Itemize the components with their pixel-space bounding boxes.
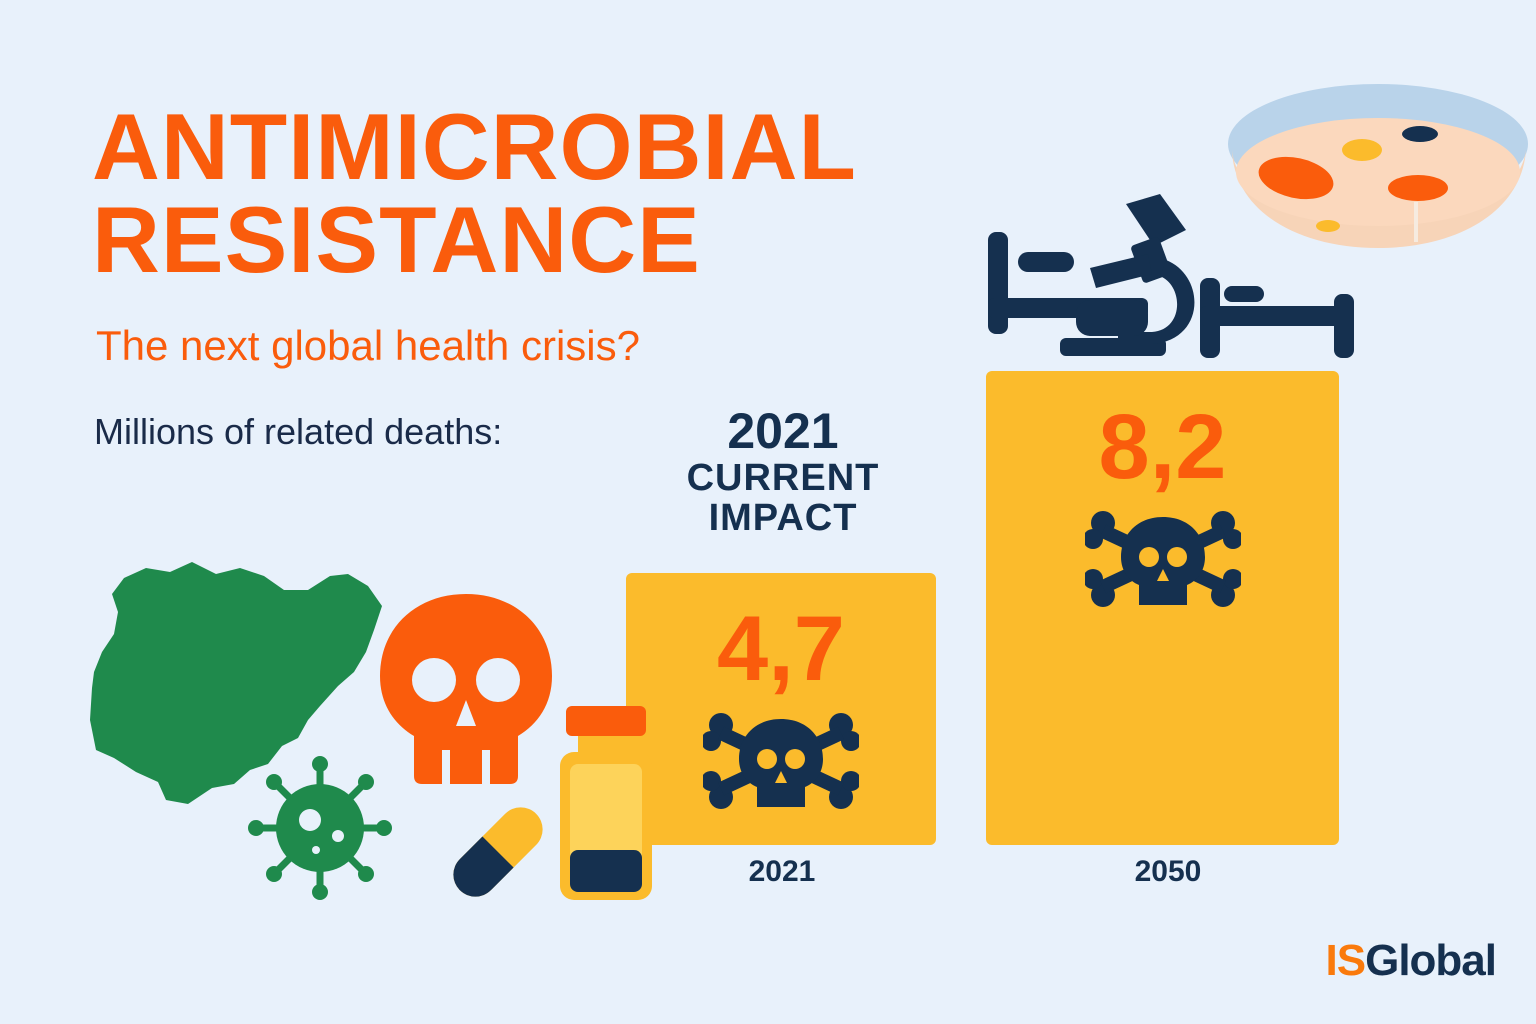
- hospital-bed-icon: [988, 232, 1354, 358]
- capsule-icon: [453, 807, 543, 897]
- annotation-label-line-2: IMPACT: [708, 497, 858, 539]
- annotation-year: 2021: [727, 403, 839, 459]
- vial-icon: [560, 706, 652, 900]
- title-line-2: RESISTANCE: [92, 187, 701, 292]
- petri-dish-icon: [1228, 84, 1528, 248]
- skull-icon: [380, 594, 552, 784]
- crossbones-icon: [701, 711, 861, 816]
- bar-2050: 8,2: [986, 371, 1339, 845]
- nigeria-map-icon: [90, 562, 382, 804]
- current-impact-annotation: 2021 CURRENT IMPACT: [648, 404, 918, 538]
- annotation-label-line-1: CURRENT: [686, 457, 880, 499]
- microscope-icon: [1060, 194, 1195, 356]
- crossbones-icon: [1082, 509, 1243, 614]
- bar-2021: 4,7: [626, 573, 936, 845]
- logo-part-global: Global: [1365, 936, 1497, 985]
- isglobal-logo: ISGlobal: [1325, 936, 1497, 986]
- bar-value-label: 4,7: [717, 598, 845, 700]
- measure-label: Millions of related deaths:: [94, 411, 503, 452]
- x-tick-label: 2050: [1134, 855, 1202, 888]
- subtitle: The next global health crisis?: [96, 322, 640, 369]
- title-line-1: ANTIMICROBIAL: [92, 94, 857, 199]
- bar-value-label: 8,2: [1098, 396, 1227, 498]
- page-title: ANTIMICROBIAL RESISTANCE: [92, 94, 857, 292]
- virus-icon: [248, 756, 392, 900]
- logo-part-is: IS: [1325, 936, 1367, 985]
- x-tick-label: 2021: [748, 855, 816, 888]
